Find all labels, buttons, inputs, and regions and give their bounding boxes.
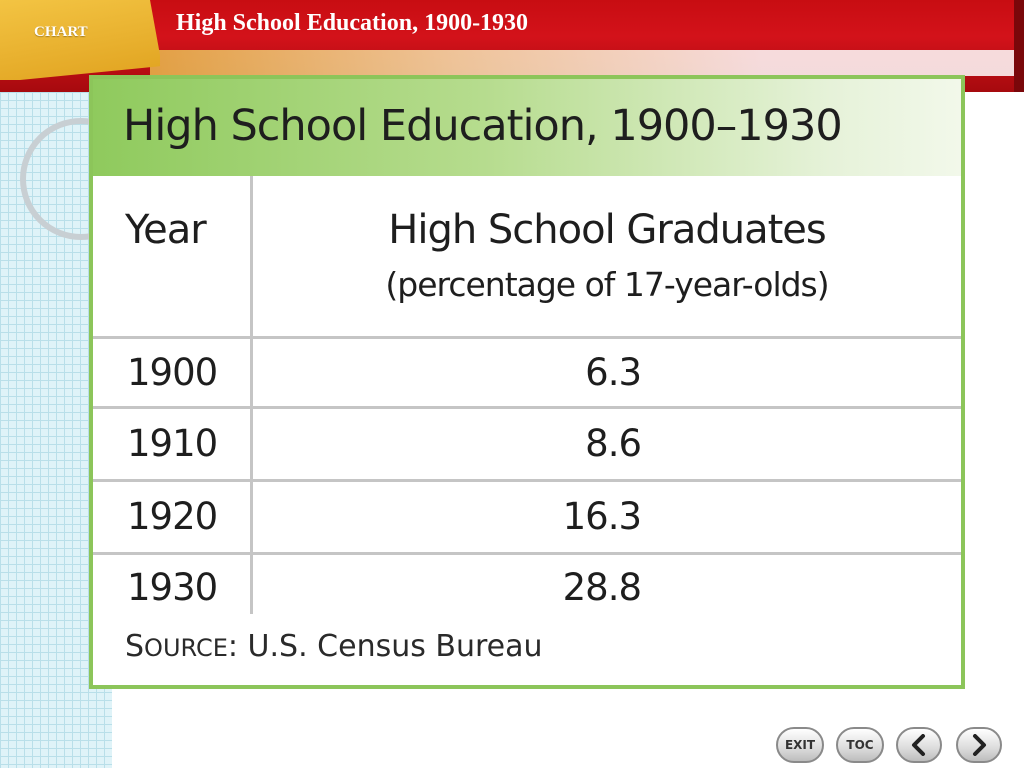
source-prefix-rest: OURCE bbox=[144, 634, 228, 662]
exit-button-label: EXIT bbox=[784, 738, 816, 752]
page-title: High School Education, 1900-1930 bbox=[176, 10, 529, 36]
table-cell-value: 8.6 bbox=[585, 422, 642, 465]
source-prefix-initial: S bbox=[125, 629, 145, 664]
chevron-left-icon bbox=[910, 734, 928, 756]
source-text: : U.S. Census Bureau bbox=[227, 629, 543, 664]
table-cell-year: 1930 bbox=[127, 566, 218, 609]
table-cell-value: 6.3 bbox=[585, 351, 642, 394]
table-cell-value: 28.8 bbox=[562, 566, 642, 609]
toc-button-label: TOC bbox=[846, 738, 874, 752]
table-title-bar: High School Education, 1900–1930 bbox=[93, 79, 961, 176]
source-note: SOURCE: U.S. Census Bureau bbox=[125, 629, 543, 664]
row-divider bbox=[93, 336, 961, 339]
table-cell-year: 1920 bbox=[127, 495, 218, 538]
table-cell-year: 1910 bbox=[127, 422, 218, 465]
row-divider bbox=[93, 552, 961, 555]
data-table-card: High School Education, 1900–1930 Year Hi… bbox=[89, 75, 965, 689]
table-title: High School Education, 1900–1930 bbox=[123, 101, 843, 151]
chevron-right-icon bbox=[970, 734, 988, 756]
column-header-year: Year bbox=[125, 207, 207, 253]
toc-button[interactable]: TOC bbox=[836, 727, 884, 763]
row-divider bbox=[93, 406, 961, 409]
chart-tab-label: CHART bbox=[34, 24, 88, 40]
header-accent-stripe bbox=[150, 50, 1024, 76]
column-header-graduates: High School Graduates bbox=[388, 207, 827, 253]
forward-button[interactable] bbox=[956, 727, 1002, 763]
header-edge bbox=[1014, 0, 1024, 92]
table-cell-year: 1900 bbox=[127, 351, 218, 394]
row-divider bbox=[93, 479, 961, 482]
chart-tab bbox=[0, 0, 160, 80]
exit-button[interactable]: EXIT bbox=[776, 727, 824, 763]
table-cell-value: 16.3 bbox=[562, 495, 642, 538]
column-header-graduates-subtitle: (percentage of 17-year-olds) bbox=[385, 265, 829, 304]
back-button[interactable] bbox=[896, 727, 942, 763]
column-divider bbox=[250, 176, 253, 614]
